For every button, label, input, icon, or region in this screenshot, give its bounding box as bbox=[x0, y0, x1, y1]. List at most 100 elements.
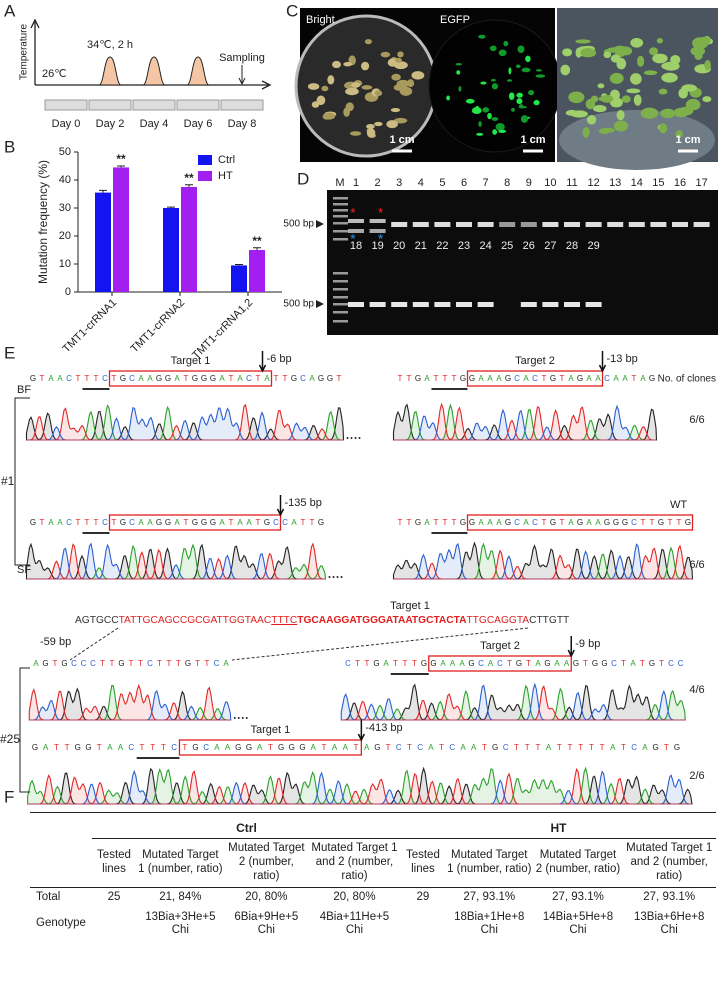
band bbox=[369, 219, 386, 223]
day-box bbox=[44, 99, 88, 111]
band bbox=[564, 302, 580, 307]
scale-bar-label: 1 cm bbox=[675, 134, 700, 146]
lane-label: 9 bbox=[526, 177, 532, 189]
shoot bbox=[685, 98, 701, 111]
error-bar bbox=[117, 165, 125, 168]
lane-label: 8 bbox=[504, 177, 510, 189]
figure: A B C D E Temperature 26℃ Day 0 Day 2 Day 4 Day 6 D… bbox=[0, 1, 718, 806]
target-label: Target 2 bbox=[515, 355, 555, 367]
callus bbox=[406, 79, 415, 88]
panel-label: E bbox=[4, 343, 15, 362]
lane-label: 13 bbox=[609, 177, 621, 189]
shoot bbox=[565, 109, 578, 116]
group-row: Ctrl HT bbox=[30, 811, 716, 840]
callus bbox=[307, 83, 320, 90]
ladder-band bbox=[333, 197, 348, 200]
y-tick-label: 30 bbox=[59, 202, 71, 214]
lane-label: 4 bbox=[418, 177, 424, 189]
clone-count: 4/6 bbox=[689, 684, 704, 696]
column-header: Mutated Target 1 (number, ratio) bbox=[444, 838, 534, 888]
lane-label: 29 bbox=[587, 240, 599, 252]
deletion-label: -13 bp bbox=[607, 353, 638, 365]
deletion-label: -6 bp bbox=[267, 353, 292, 365]
ellipsis-dot bbox=[336, 576, 339, 578]
callus bbox=[321, 85, 329, 92]
panel-label: C bbox=[286, 1, 298, 20]
callus bbox=[394, 117, 408, 124]
x-tick-label: TMT1-crRNA2 bbox=[129, 297, 188, 356]
clone-count: 6/6 bbox=[689, 559, 704, 571]
cell: 20, 80% bbox=[245, 890, 288, 903]
day-label: Day 2 bbox=[96, 118, 125, 130]
shoot bbox=[681, 84, 697, 92]
axis-label: Temperature bbox=[19, 23, 30, 80]
photo-label: EGFP bbox=[440, 14, 470, 26]
ellipsis-dot bbox=[340, 576, 343, 578]
deletion-label: -413 bp bbox=[365, 722, 402, 734]
clone-count: 6/6 bbox=[689, 414, 704, 426]
fraction-label: BF bbox=[17, 384, 31, 396]
day-label: Day 4 bbox=[140, 118, 169, 130]
size-marker: 500 bp bbox=[283, 219, 314, 230]
column-header: Tested lines bbox=[92, 838, 136, 888]
band bbox=[542, 222, 559, 227]
fluorescence bbox=[503, 40, 509, 47]
fluorescence bbox=[533, 99, 540, 106]
fluorescence bbox=[511, 107, 515, 112]
ladder-band bbox=[333, 311, 348, 314]
significance: ** bbox=[184, 171, 194, 185]
shoot bbox=[560, 64, 571, 76]
deletion-label: -59 bp bbox=[40, 636, 71, 648]
ellipsis-dot bbox=[346, 437, 349, 439]
cell: 25 bbox=[107, 890, 121, 903]
ladder-band bbox=[333, 296, 348, 299]
band bbox=[672, 222, 688, 227]
photo-label: Bright bbox=[306, 14, 335, 26]
panel-label: B bbox=[4, 137, 15, 156]
bar bbox=[113, 167, 129, 292]
lane-label: 17 bbox=[695, 177, 707, 189]
asterisk: * bbox=[350, 231, 356, 247]
fluorescence bbox=[456, 70, 461, 75]
fluorescence bbox=[535, 69, 542, 72]
panel-label: D bbox=[297, 169, 309, 188]
cell: 4Bia+11He+5 Chi bbox=[319, 910, 390, 937]
target-label: Target 2 bbox=[480, 640, 520, 652]
fluorescence bbox=[516, 98, 523, 105]
error-bar bbox=[253, 247, 261, 250]
cut-arrow bbox=[567, 636, 575, 658]
fluorescence bbox=[478, 121, 482, 127]
lane-label: 15 bbox=[652, 177, 664, 189]
x-tick-label: TMT1-crRNA1,2 bbox=[190, 297, 255, 362]
fluorescence bbox=[487, 112, 492, 120]
callus bbox=[397, 51, 404, 58]
fluorescence bbox=[476, 132, 484, 136]
ellipsis-dot bbox=[354, 437, 357, 439]
column-header: Mutated Target 1 (number, ratio) bbox=[136, 838, 225, 888]
shoot bbox=[649, 47, 659, 56]
cell: 18Bia+1He+8 Chi bbox=[454, 910, 525, 937]
ladder-band bbox=[333, 230, 348, 233]
callus bbox=[396, 79, 410, 88]
lane-label: 10 bbox=[544, 177, 556, 189]
callus bbox=[327, 75, 335, 85]
cut-arrow bbox=[357, 720, 366, 742]
fluorescence bbox=[508, 67, 512, 75]
shoot bbox=[630, 73, 642, 85]
lane-label: 24 bbox=[479, 240, 491, 252]
significance: ** bbox=[252, 234, 262, 248]
ellipsis-dot bbox=[350, 437, 353, 439]
band bbox=[348, 302, 364, 307]
callus bbox=[386, 120, 398, 129]
band bbox=[477, 302, 494, 307]
bar bbox=[231, 265, 247, 292]
shoot bbox=[610, 54, 621, 63]
target-label: Target 1 bbox=[390, 600, 430, 612]
column-header: Mutated Target 2 (number, ratio) bbox=[224, 838, 309, 888]
cut-arrow bbox=[258, 351, 267, 373]
cell: 14Bia+5He+8 Chi bbox=[542, 910, 614, 937]
band bbox=[412, 222, 429, 227]
